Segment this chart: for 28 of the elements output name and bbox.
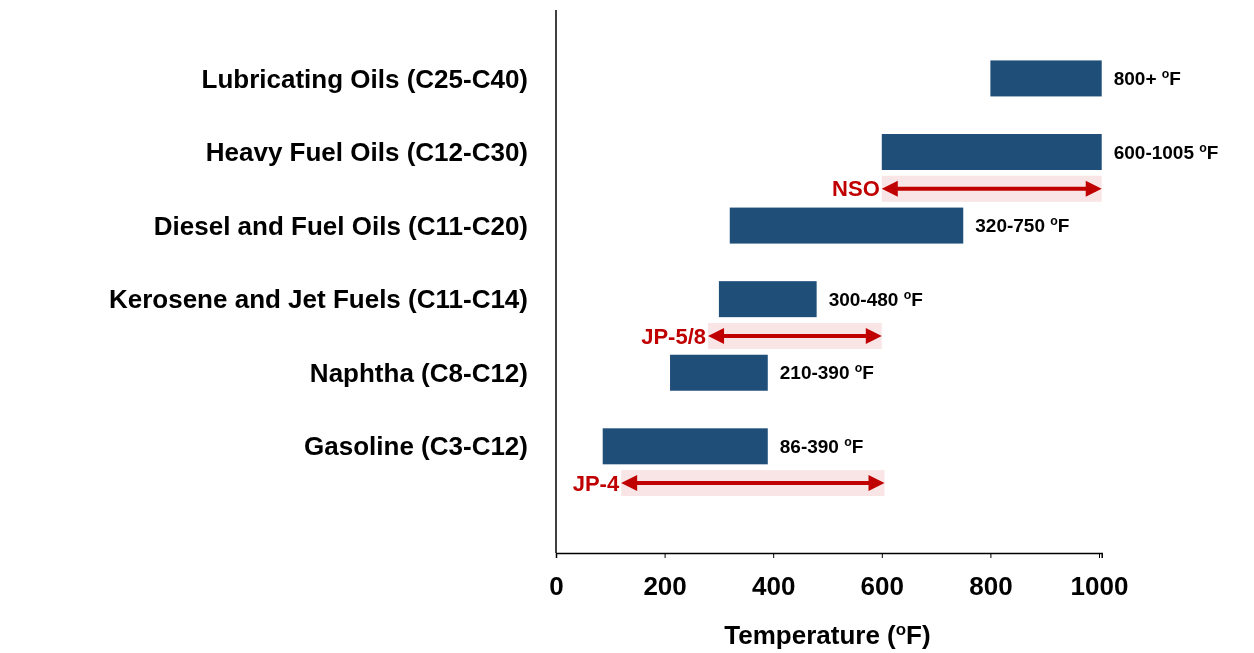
- bar: [990, 60, 1102, 97]
- bar: [602, 428, 768, 465]
- x-axis-title: Temperature ($^{o}$F): [724, 619, 931, 650]
- y-tick-label: Kerosene and Jet Fuels (C11-C14): [108, 284, 528, 315]
- y-tick-label: Lubricating Oils (C25-C40): [201, 63, 528, 94]
- x-tick-label: 0: [549, 570, 564, 601]
- x-tick-label: 1000: [1070, 570, 1129, 601]
- data-label: 800+ $^{o}$F: [1113, 67, 1181, 90]
- y-tick-label: Diesel and Fuel Oils (C11-C20): [153, 210, 528, 241]
- data-label: 600-1005 $^{o}$F: [1113, 140, 1219, 163]
- x-tick-label: 200: [643, 570, 687, 601]
- bar: [729, 207, 964, 244]
- bar: [718, 281, 817, 318]
- x-tick-label: 600: [860, 570, 904, 601]
- data-label: 86-390 $^{o}$F: [779, 434, 864, 457]
- band-label: JP-4: [572, 470, 620, 496]
- x-tick-label: 400: [752, 570, 796, 601]
- x-tick-label: 800: [969, 570, 1013, 601]
- y-tick-label: Gasoline (C3-C12): [304, 431, 528, 462]
- band-label: NSO: [832, 176, 880, 202]
- data-label: 300-480 $^{o}$F: [828, 287, 923, 310]
- band-label: JP-5/8: [641, 323, 707, 349]
- data-label: 210-390 $^{o}$F: [779, 361, 874, 384]
- y-tick-label: Naphtha (C8-C12): [309, 357, 528, 388]
- bar: [881, 134, 1102, 170]
- bar: [670, 354, 768, 391]
- y-tick-label: Heavy Fuel Oils (C12-C30): [205, 137, 528, 168]
- data-label: 320-750 $^{o}$F: [975, 214, 1070, 237]
